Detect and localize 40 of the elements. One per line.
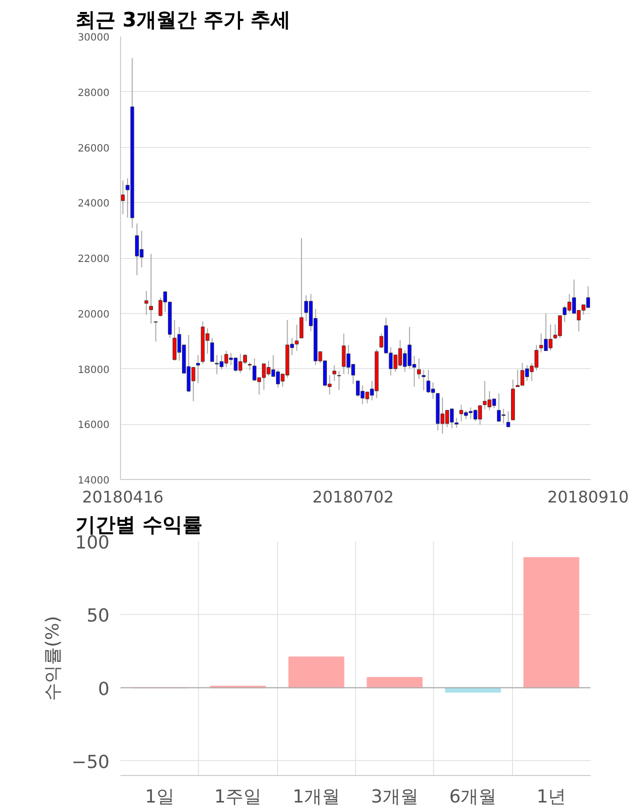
x-tick-label: 1개월 bbox=[292, 786, 340, 808]
candlestick bbox=[417, 358, 421, 380]
y-tick-label: 24000 bbox=[78, 198, 110, 210]
bar bbox=[523, 557, 580, 688]
y-tick-label: 14000 bbox=[78, 476, 110, 486]
candlestick bbox=[300, 238, 304, 339]
chart-title: 기간별 수익률 bbox=[76, 512, 202, 536]
candlestick bbox=[506, 410, 510, 428]
bar bbox=[366, 677, 423, 688]
x-tick-label: 1일 bbox=[144, 786, 174, 808]
candlestick bbox=[144, 290, 148, 316]
candlestick bbox=[154, 320, 158, 342]
candlestick bbox=[337, 370, 341, 391]
bar bbox=[288, 656, 344, 688]
candlestick bbox=[210, 338, 214, 362]
candlestick bbox=[120, 180, 125, 215]
y-tick-label: −50 bbox=[72, 752, 110, 773]
y-tick-label: 26000 bbox=[78, 143, 110, 154]
candlestick bbox=[332, 364, 336, 382]
x-tick-label: 1년 bbox=[536, 786, 566, 808]
x-tick-label: 3개월 bbox=[370, 786, 418, 808]
y-tick-label: 18000 bbox=[78, 364, 110, 376]
x-tick-label: 6개월 bbox=[449, 786, 497, 808]
y-tick-label: 28000 bbox=[78, 88, 110, 99]
x-tick-label: 20180910 bbox=[547, 488, 629, 506]
candlestick bbox=[454, 417, 458, 428]
x-tick-label: 20180416 bbox=[82, 488, 164, 506]
candlestick bbox=[422, 369, 426, 391]
candlestick bbox=[196, 354, 200, 384]
y-tick-label: 22000 bbox=[78, 254, 110, 265]
y-tick-label: 20000 bbox=[78, 309, 110, 320]
y-tick-label: 16000 bbox=[78, 420, 110, 432]
y-tick-label: 0 bbox=[98, 678, 110, 700]
y-tick-label: 30000 bbox=[78, 32, 110, 44]
y-axis-title: 수익률(%) bbox=[42, 616, 64, 702]
chart-title: 최근 3개월간 주가 추세 bbox=[76, 8, 290, 32]
y-tick-label: 50 bbox=[86, 606, 110, 627]
x-tick-label: 20180702 bbox=[312, 488, 394, 506]
x-tick-label: 1주일 bbox=[214, 786, 262, 808]
candlestick bbox=[149, 253, 153, 324]
